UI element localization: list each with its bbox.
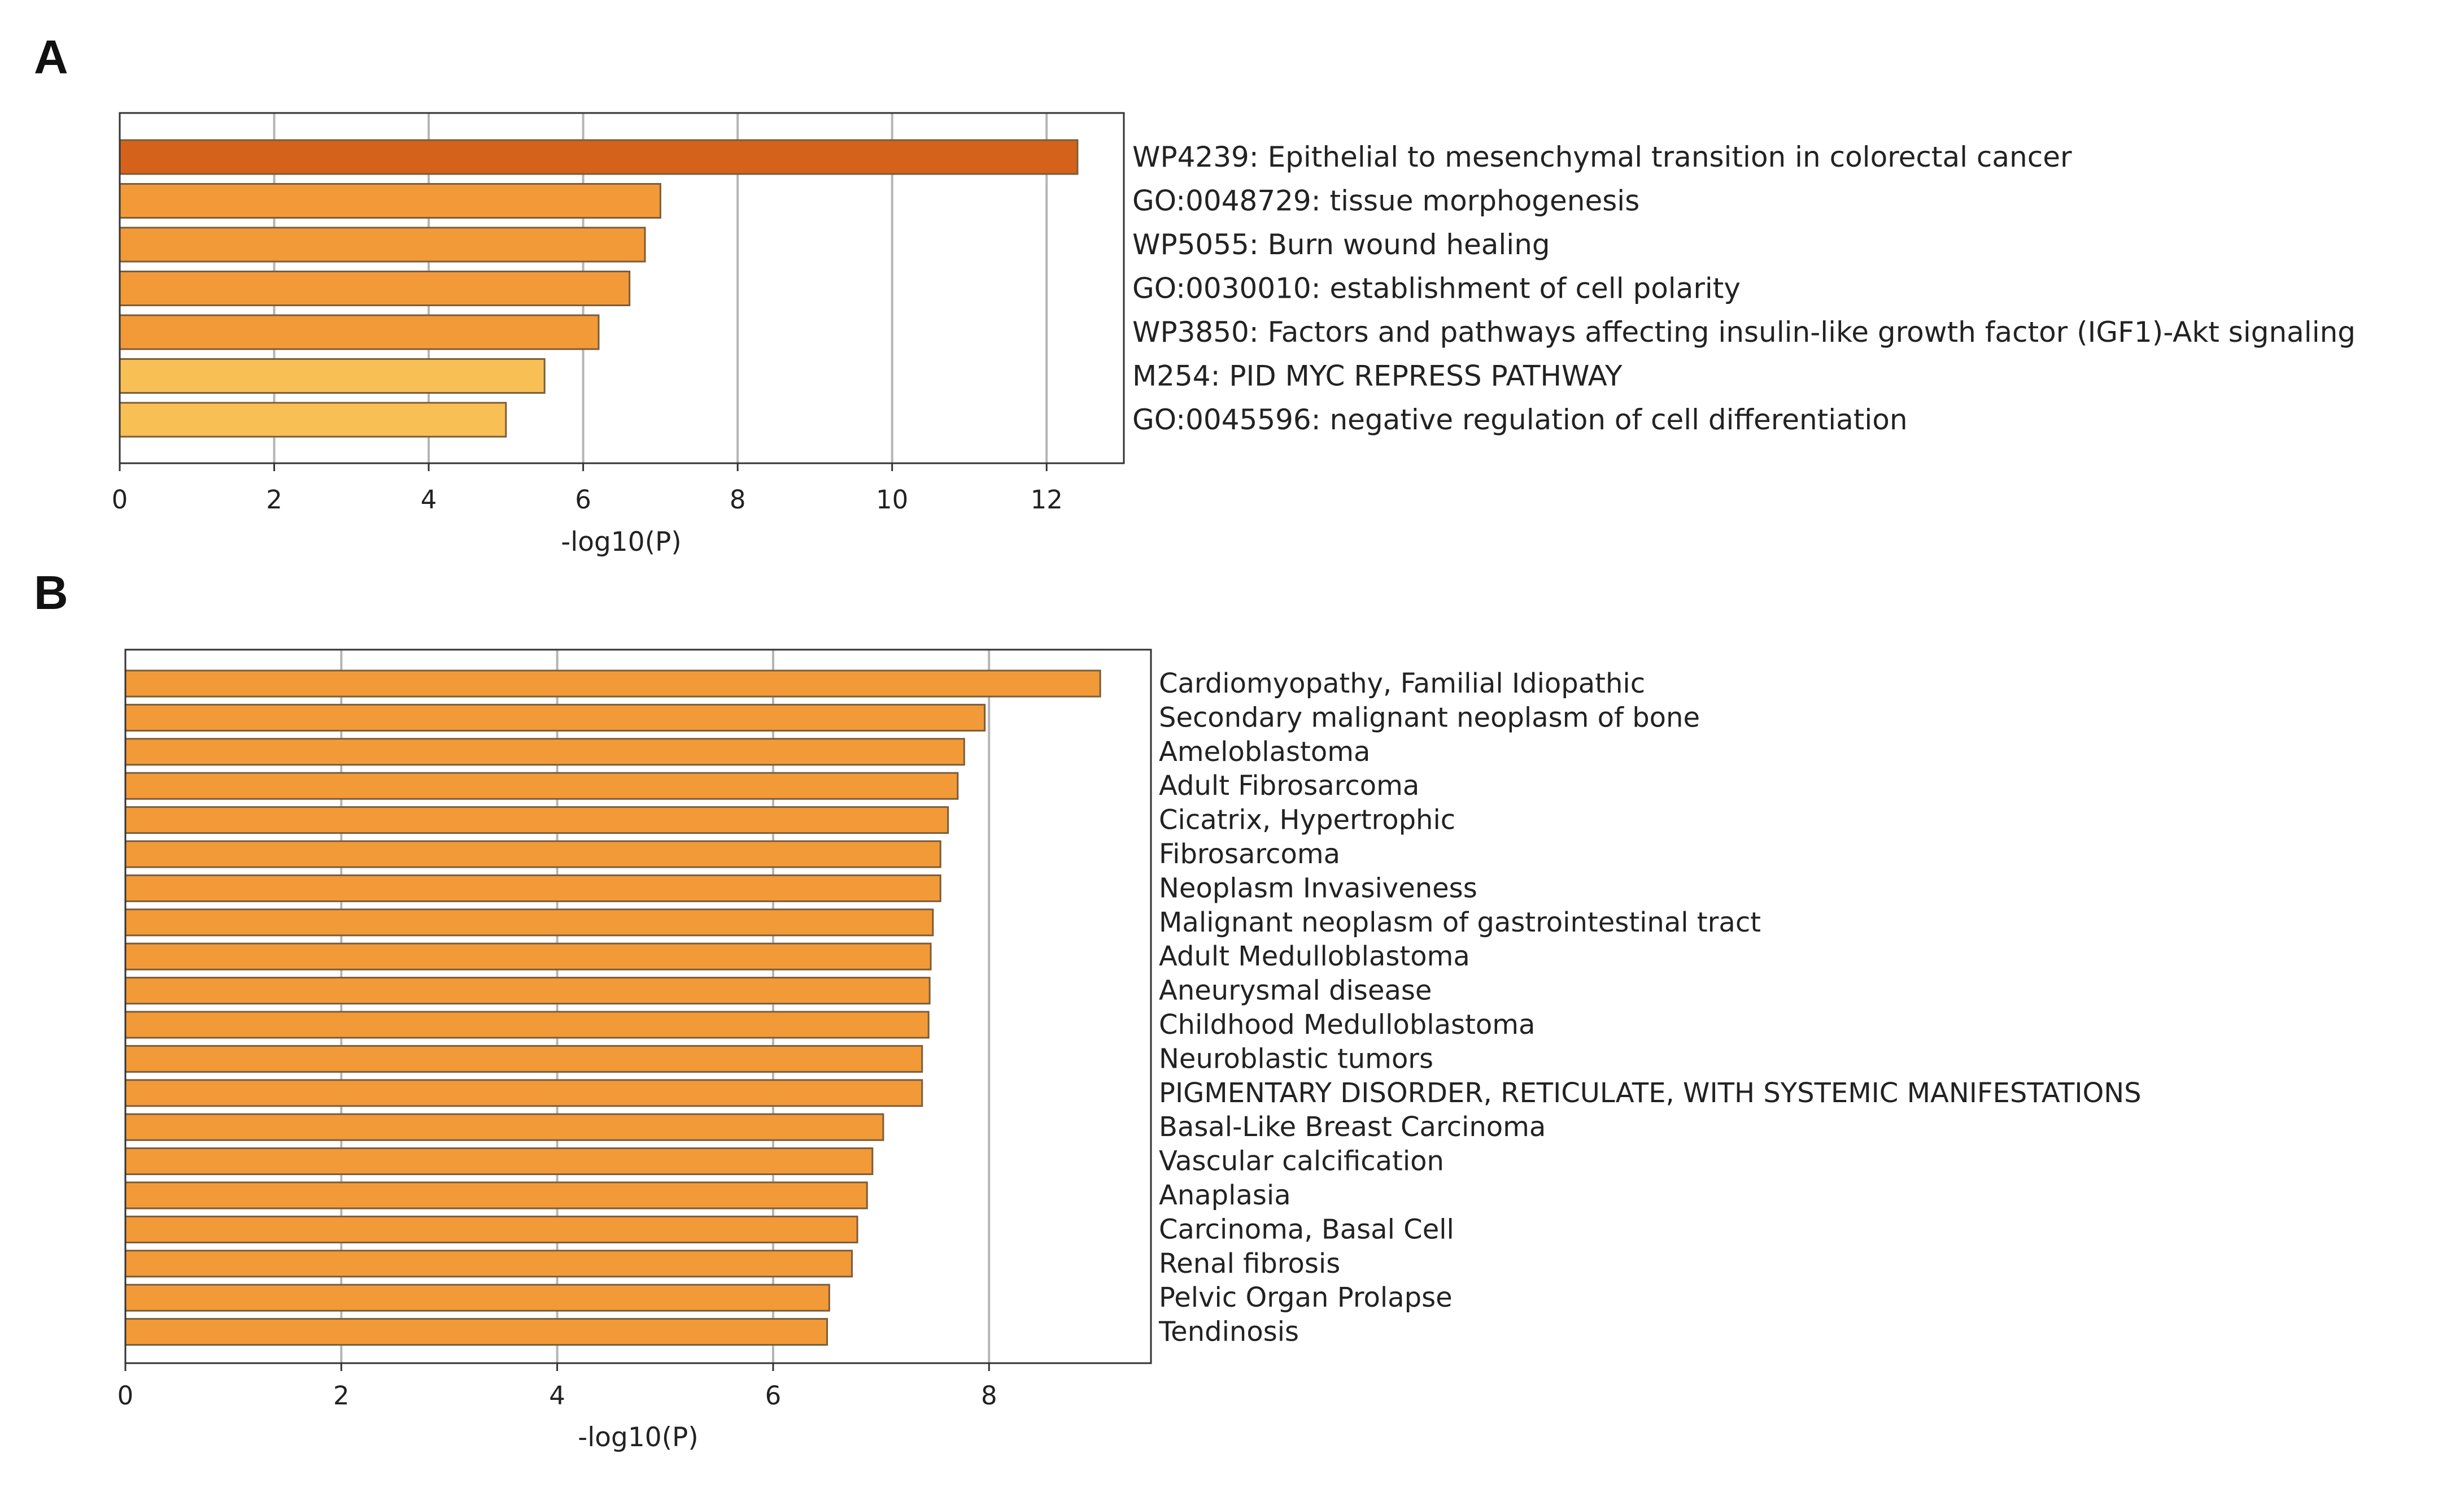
- bar-b-3: [124, 738, 965, 766]
- bar-b-10: [124, 977, 931, 1005]
- chart-panel-b: Cardiomyopathy, Familial IdiopathicSecon…: [117, 649, 2142, 1453]
- category-label-b-2: Secondary malignant neoplasm of bone: [1159, 702, 1700, 733]
- category-label-b-6: Fibrosarcoma: [1159, 838, 1340, 870]
- bar-b-2: [124, 703, 986, 732]
- category-label-a-5: WP3850: Factors and pathways affecting i…: [1132, 316, 2356, 349]
- category-label-b-7: Neoplasm Invasiveness: [1159, 872, 1477, 904]
- category-label-b-11: Childhood Medulloblastoma: [1159, 1009, 1535, 1041]
- x-tick-label-b-6: 6: [765, 1381, 782, 1411]
- x-tick-label-b-4: 4: [549, 1381, 565, 1411]
- category-label-b-10: Aneurysmal disease: [1159, 975, 1432, 1007]
- x-tick-label-a-4: 4: [421, 485, 437, 515]
- bar-b-8: [124, 908, 934, 937]
- bar-b-11: [124, 1011, 930, 1039]
- x-axis-label-a: -log10(P): [561, 527, 681, 558]
- bar-b-7: [124, 874, 941, 902]
- x-tick-label-a-12: 12: [1031, 485, 1063, 515]
- bar-a-6: [119, 358, 546, 394]
- bar-b-4: [124, 772, 959, 800]
- bar-b-6: [124, 840, 941, 868]
- category-label-b-13: PIGMENTARY DISORDER, RETICULATE, WITH SY…: [1159, 1077, 2142, 1109]
- bar-a-2: [119, 183, 661, 219]
- bar-a-3: [119, 227, 646, 263]
- bar-a-5: [119, 314, 600, 350]
- category-label-b-18: Renal fibrosis: [1159, 1248, 1340, 1280]
- category-label-b-1: Cardiomyopathy, Familial Idiopathic: [1159, 668, 1645, 699]
- bar-b-18: [124, 1250, 853, 1278]
- x-tick-label-a-2: 2: [266, 485, 282, 515]
- bar-b-17: [124, 1215, 858, 1243]
- bar-b-1: [124, 669, 1101, 698]
- category-label-a-2: GO:0048729: tissue morphogenesis: [1132, 185, 1639, 217]
- category-label-a-4: GO:0030010: establishment of cell polari…: [1132, 272, 1741, 305]
- x-tick-label-b-8: 8: [981, 1381, 997, 1411]
- category-label-a-7: GO:0045596: negative regulation of cell …: [1132, 403, 1908, 436]
- x-tick-label-a-8: 8: [730, 485, 746, 515]
- bar-a-7: [119, 402, 507, 438]
- category-label-b-14: Basal-Like Breast Carcinoma: [1159, 1111, 1546, 1143]
- bar-b-19: [124, 1283, 830, 1312]
- category-label-b-19: Pelvic Organ Prolapse: [1159, 1282, 1453, 1313]
- chart-panel-a: WP4239: Epithelial to mesenchymal transi…: [112, 112, 2356, 558]
- bar-b-14: [124, 1113, 884, 1141]
- panel-letter-b: B: [34, 566, 68, 619]
- category-label-b-9: Adult Medulloblastoma: [1159, 941, 1470, 972]
- x-axis-label-b: -log10(P): [578, 1422, 698, 1453]
- x-tick-label-a-6: 6: [575, 485, 591, 515]
- category-label-a-1: WP4239: Epithelial to mesenchymal transi…: [1132, 141, 2072, 173]
- bar-b-20: [124, 1318, 828, 1346]
- bar-b-13: [124, 1079, 923, 1107]
- x-tick-label-a-0: 0: [112, 485, 128, 515]
- category-label-a-3: WP5055: Burn wound healing: [1132, 228, 1550, 261]
- bar-a-4: [119, 271, 631, 306]
- x-tick-label-a-10: 10: [876, 485, 908, 515]
- bar-b-16: [124, 1181, 868, 1209]
- bar-b-12: [124, 1045, 923, 1073]
- bar-a-1: [119, 139, 1079, 175]
- category-label-b-20: Tendinosis: [1158, 1316, 1299, 1348]
- category-label-b-5: Cicatrix, Hypertrophic: [1159, 804, 1455, 836]
- category-label-b-4: Adult Fibrosarcoma: [1159, 770, 1419, 802]
- category-label-b-3: Ameloblastoma: [1159, 736, 1370, 768]
- bar-b-15: [124, 1147, 874, 1176]
- category-label-b-16: Anaplasia: [1159, 1180, 1291, 1211]
- x-tick-label-b-2: 2: [333, 1381, 350, 1411]
- category-label-a-6: M254: PID MYC REPRESS PATHWAY: [1132, 360, 1623, 393]
- category-label-b-15: Vascular calcification: [1159, 1146, 1444, 1177]
- category-label-b-12: Neuroblastic tumors: [1159, 1043, 1433, 1074]
- plot-frame-b: [124, 649, 1152, 1364]
- plot-frame-a: [119, 112, 1125, 464]
- category-label-b-17: Carcinoma, Basal Cell: [1159, 1213, 1454, 1245]
- x-tick-label-b-0: 0: [117, 1381, 134, 1411]
- bar-b-9: [124, 942, 932, 971]
- category-label-b-8: Malignant neoplasm of gastrointestinal t…: [1159, 907, 1761, 938]
- bar-b-5: [124, 806, 949, 834]
- panel-letter-a: A: [34, 31, 68, 84]
